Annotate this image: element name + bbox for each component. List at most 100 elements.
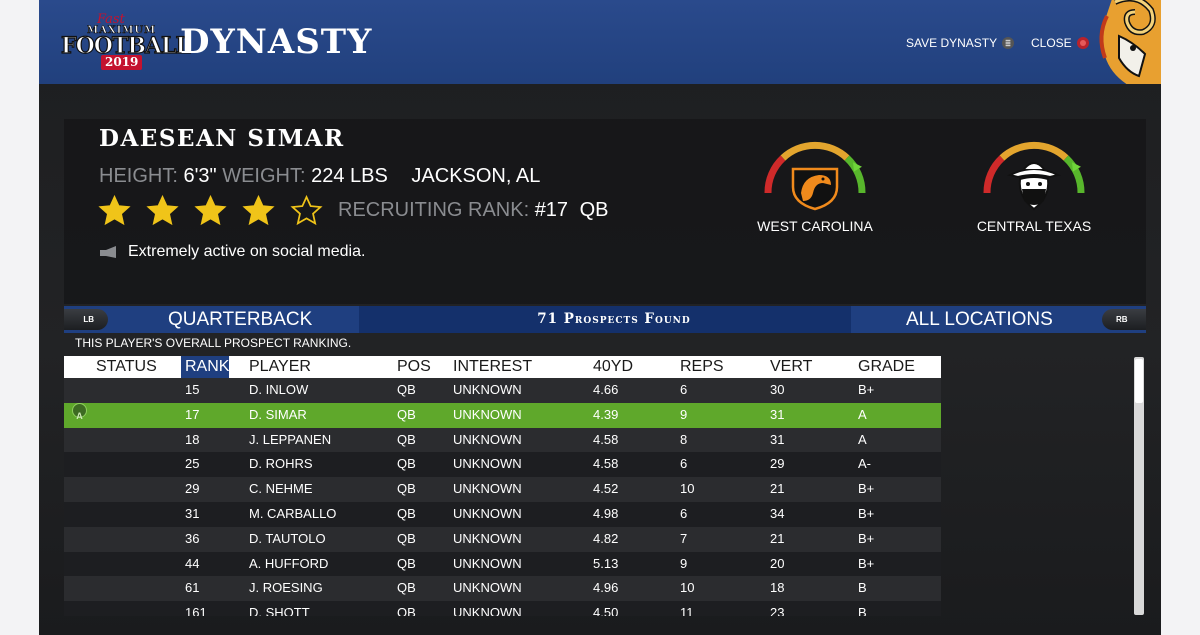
cell-grade: B+ [858, 505, 875, 521]
school-name: CENTRAL TEXAS [976, 218, 1092, 234]
cell-player: J. LEPPANEN [249, 431, 332, 447]
star-filled-icon [194, 195, 227, 226]
table-row[interactable]: 36 D. TAUTOLO QB UNKNOWN 4.82 7 21 B+ [64, 526, 941, 552]
filter-bar: LB QUARTERBACK 71 Prospects Found ALL LO… [64, 306, 1146, 333]
cell-forty: 4.98 [593, 505, 619, 521]
cell-interest: UNKNOWN [453, 382, 522, 397]
header-player[interactable]: PLAYER [249, 358, 311, 375]
table-scrollbar[interactable] [1134, 357, 1144, 615]
menu-button-icon [1002, 37, 1015, 49]
cell-vert: 31 [770, 431, 785, 447]
cell-reps: 10 [680, 481, 695, 497]
school-name: WEST CAROLINA [757, 218, 873, 234]
cell-rank: 18 [185, 431, 200, 447]
header-40yd[interactable]: 40YD [593, 358, 634, 375]
cell-vert: 29 [770, 456, 785, 472]
cell-player: C. NEHME [249, 481, 313, 497]
cell-interest: UNKNOWN [453, 605, 522, 616]
header-interest[interactable]: INTEREST [453, 358, 533, 375]
school-card[interactable]: WEST CAROLINA [755, 133, 875, 234]
table-row[interactable]: 161 D. SHOTT QB UNKNOWN 4.50 11 23 B [64, 601, 941, 616]
table-row[interactable]: 61 J. ROESING QB UNKNOWN 4.96 10 18 B [64, 576, 941, 602]
cell-interest: UNKNOWN [453, 406, 522, 422]
scrollbar-thumb[interactable] [1135, 359, 1143, 403]
cell-forty: 4.66 [593, 382, 619, 397]
weight-value: 224 LBS [311, 165, 388, 187]
column-hint: THIS PLAYER'S OVERALL PROSPECT RANKING. [75, 336, 352, 350]
header-rank[interactable]: RANK [181, 356, 229, 378]
save-dynasty-label: SAVE DYNASTY [906, 36, 998, 50]
table-row[interactable]: A 17 D. SIMAR QB UNKNOWN 4.39 9 31 A [64, 402, 941, 428]
cell-vert: 18 [770, 580, 785, 596]
cell-forty: 4.50 [593, 605, 619, 616]
cell-vert: 31 [770, 406, 785, 422]
star-filled-icon [242, 195, 275, 226]
cell-interest: UNKNOWN [453, 456, 522, 472]
interest-needle-icon [1072, 162, 1081, 172]
save-dynasty-button[interactable]: SAVE DYNASTY [906, 36, 1015, 50]
cell-interest: UNKNOWN [453, 431, 522, 447]
cell-interest: UNKNOWN [453, 555, 522, 571]
cell-vert: 34 [770, 505, 785, 521]
cell-player: A. HUFFORD [249, 555, 329, 571]
cell-forty: 4.82 [593, 530, 619, 546]
table-row[interactable]: 31 M. CARBALLO QB UNKNOWN 4.98 6 34 B+ [64, 501, 941, 527]
a-button-icon: A [72, 402, 87, 421]
star-empty-icon [290, 195, 323, 226]
table-row[interactable]: 25 D. ROHRS QB UNKNOWN 4.58 6 29 A- [64, 452, 941, 478]
school-card[interactable]: CENTRAL TEXAS [974, 133, 1094, 234]
header-grade[interactable]: GRADE [858, 358, 915, 375]
cell-rank: 17 [185, 406, 200, 422]
header-bar: Fast MAXIMUM FOOTBALL 2019 DYNASTY SAVE … [39, 0, 1161, 84]
cell-player: D. INLOW [249, 382, 309, 397]
cell-grade: A- [858, 456, 871, 472]
cell-forty: 4.96 [593, 580, 619, 596]
header-vert[interactable]: VERT [770, 358, 813, 375]
table-row[interactable]: 29 C. NEHME QB UNKNOWN 4.52 10 21 B+ [64, 477, 941, 502]
cell-player: J. ROESING [249, 580, 323, 596]
megaphone-icon [100, 246, 116, 258]
recruiting-rank: RECRUITING RANK: #17 QB [338, 198, 609, 222]
cell-grade: B+ [858, 481, 875, 497]
header-status[interactable]: STATUS [96, 358, 157, 375]
recruiting-rank-label: RECRUITING RANK: [338, 199, 530, 221]
app-title: DYNASTY [180, 22, 373, 62]
header-pos[interactable]: POS [397, 358, 431, 375]
cell-player: D. SIMAR [249, 406, 307, 422]
cell-rank: 25 [185, 456, 200, 472]
cell-reps: 6 [680, 505, 688, 521]
cell-reps: 7 [680, 530, 688, 546]
cell-reps: 9 [680, 406, 688, 422]
player-measurements: HEIGHT: 6'3" WEIGHT: 224 LBS JACKSON, AL [99, 164, 540, 188]
table-header: STATUS RANK PLAYER POS INTEREST 40YD REP… [64, 356, 941, 378]
table-row[interactable]: 44 A. HUFFORD QB UNKNOWN 5.13 9 20 B+ [64, 551, 941, 577]
cell-reps: 9 [680, 555, 688, 571]
cell-grade: B [858, 605, 867, 616]
table-row[interactable]: 18 J. LEPPANEN QB UNKNOWN 4.58 8 31 A [64, 427, 941, 453]
cell-player: M. CARBALLO [249, 505, 337, 521]
cell-player: D. TAUTOLO [249, 530, 326, 546]
cell-pos: QB [397, 605, 416, 616]
cell-interest: UNKNOWN [453, 530, 522, 546]
location-filter[interactable]: ALL LOCATIONS [906, 309, 1053, 330]
height-label: HEIGHT: [99, 165, 178, 187]
ram-mascot-icon [1099, 0, 1161, 84]
social-trait: Extremely active on social media. [100, 243, 365, 261]
lb-button[interactable]: LB [64, 309, 108, 330]
b-button-icon [1076, 37, 1089, 49]
prospect-table: STATUS RANK PLAYER POS INTEREST 40YD REP… [64, 356, 941, 616]
cell-vert: 20 [770, 555, 785, 571]
cell-forty: 4.58 [593, 456, 619, 472]
close-button[interactable]: CLOSE [1031, 36, 1089, 50]
game-screen: Fast MAXIMUM FOOTBALL 2019 DYNASTY SAVE … [39, 0, 1161, 635]
outlaw-logo-icon [1007, 162, 1061, 211]
maximum-football-logo: Fast MAXIMUM FOOTBALL 2019 [60, 12, 192, 70]
cell-reps: 11 [680, 605, 694, 616]
cell-rank: 15 [185, 382, 200, 397]
header-reps[interactable]: REPS [680, 358, 724, 375]
position-filter[interactable]: QUARTERBACK [168, 309, 313, 330]
cell-grade: A [858, 406, 867, 422]
table-row[interactable]: 15 D. INLOW QB UNKNOWN 4.66 6 30 B+ [64, 378, 941, 403]
star-filled-icon [98, 195, 131, 226]
rb-button[interactable]: RB [1102, 309, 1146, 330]
